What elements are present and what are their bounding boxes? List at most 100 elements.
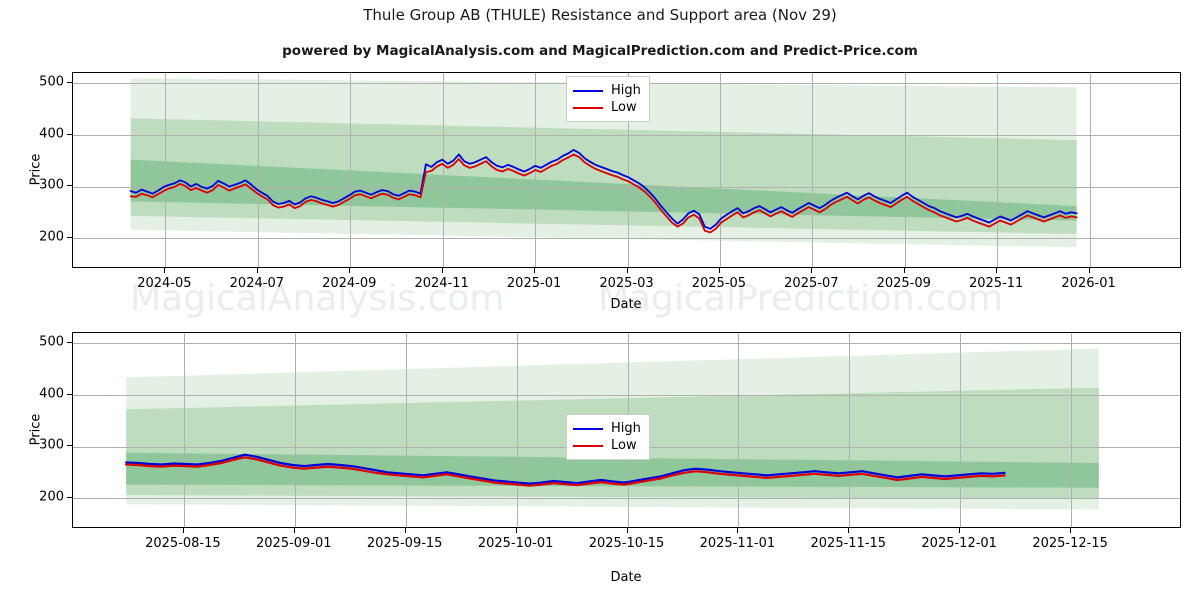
top-band-inner (130, 159, 1077, 221)
top-gridline-vertical (627, 73, 629, 267)
bottom-gridline-vertical (849, 333, 851, 527)
top-gridline-horizontal (73, 134, 1180, 136)
bottom-y-tick-label: 500 (39, 334, 64, 350)
top-gridline-horizontal (73, 238, 1180, 240)
top-gridline-horizontal (73, 186, 1180, 188)
top-y-tick-label: 200 (39, 229, 64, 245)
bottom-chart-legend[interactable]: High Low (566, 414, 650, 460)
top-gridline-vertical (904, 73, 906, 267)
bottom-chart-y-axis-label: Price (28, 413, 44, 446)
bottom-x-tick-label: 2025-09-01 (256, 536, 332, 551)
top-series-low (129, 153, 1078, 234)
top-chart-x-axis-label: Date (610, 297, 642, 312)
legend-item-high: High (573, 420, 641, 437)
top-x-tick-mark (903, 268, 905, 273)
top-x-tick-mark (256, 268, 258, 273)
top-x-tick-mark (996, 268, 998, 273)
legend-label-low: Low (611, 100, 637, 115)
bottom-y-tick-label: 200 (39, 489, 64, 505)
top-x-tick-label: 2025-01 (506, 276, 562, 291)
bottom-x-tick-mark (1070, 528, 1072, 533)
bottom-gridline-vertical (960, 333, 962, 527)
legend-item-high: High (573, 82, 641, 99)
top-chart-clip (73, 73, 1180, 267)
top-x-tick-mark (164, 268, 166, 273)
bottom-chart-series-layer (125, 453, 1006, 487)
bottom-y-tick-mark (67, 393, 72, 395)
top-y-tick-mark (67, 82, 72, 84)
top-y-tick-mark (67, 185, 72, 187)
top-y-tick-mark (67, 237, 72, 239)
top-gridline-vertical (1089, 73, 1091, 267)
top-x-tick-mark (626, 268, 628, 273)
page-title: Thule Group AB (THULE) Resistance and Su… (363, 6, 837, 24)
bottom-y-tick-mark (67, 445, 72, 447)
bottom-series-high (125, 453, 1006, 485)
bottom-gridline-vertical (738, 333, 740, 527)
legend-label-low: Low (611, 438, 637, 453)
top-y-tick-label: 300 (39, 177, 64, 193)
bottom-x-tick-mark (626, 528, 628, 533)
bottom-x-tick-mark (404, 528, 406, 533)
top-gridline-vertical (719, 73, 721, 267)
bottom-x-tick-mark (182, 528, 184, 533)
top-y-tick-label: 500 (39, 74, 64, 90)
top-x-tick-label: 2024-07 (229, 276, 284, 291)
bottom-x-tick-label: 2025-10-15 (588, 536, 665, 551)
bottom-gridline-vertical (183, 333, 185, 527)
top-x-tick-label: 2024-11 (414, 276, 469, 291)
top-chart-plot-area (72, 72, 1181, 268)
bottom-gridline-vertical (405, 333, 407, 527)
top-chart-y-axis-label: Price (28, 153, 44, 186)
top-x-tick-label: 2025-03 (599, 276, 654, 291)
top-chart-band-layer (130, 78, 1077, 248)
top-chart-series-layer (129, 149, 1078, 234)
top-x-tick-label: 2025-05 (691, 276, 747, 291)
bottom-chart-x-axis-label: Date (610, 570, 642, 585)
top-x-tick-label: 2025-09 (876, 276, 931, 291)
bottom-x-tick-label: 2025-08-15 (145, 536, 221, 551)
bottom-gridline-vertical (1071, 333, 1073, 527)
top-x-tick-label: 2025-11 (968, 276, 1024, 291)
bottom-x-tick-label: 2025-11-15 (810, 536, 887, 551)
bottom-x-tick-label: 2025-12-01 (921, 536, 997, 551)
legend-line-high (573, 89, 603, 92)
legend-item-low: Low (573, 437, 641, 454)
bottom-x-tick-label: 2025-12-15 (1032, 536, 1108, 551)
legend-line-high (573, 427, 603, 430)
bottom-y-tick-label: 400 (39, 386, 64, 402)
legend-line-low (573, 106, 603, 109)
top-gridline-vertical (997, 73, 999, 267)
top-x-tick-mark (718, 268, 720, 273)
legend-line-low (573, 444, 603, 447)
top-x-tick-label: 2024-09 (322, 276, 377, 291)
bottom-x-tick-label: 2025-11-01 (699, 536, 776, 551)
bottom-x-tick-mark (515, 528, 517, 533)
bottom-y-tick-mark (67, 342, 72, 344)
top-x-tick-label: 2026-01 (1061, 276, 1116, 291)
top-x-tick-mark (1088, 268, 1090, 273)
bottom-gridline-horizontal (73, 498, 1180, 500)
bottom-gridline-horizontal (73, 343, 1180, 345)
top-y-tick-mark (67, 133, 72, 135)
bottom-x-tick-mark (959, 528, 961, 533)
bottom-gridline-vertical (516, 333, 518, 527)
top-gridline-vertical (442, 73, 444, 267)
legend-label-high: High (611, 421, 641, 436)
top-chart-legend[interactable]: High Low (566, 76, 650, 122)
legend-item-low: Low (573, 99, 641, 116)
legend-label-high: High (611, 83, 641, 98)
top-gridline-vertical (350, 73, 352, 267)
bottom-x-tick-mark (848, 528, 850, 533)
bottom-x-tick-mark (737, 528, 739, 533)
top-y-tick-label: 400 (39, 126, 64, 142)
bottom-x-tick-mark (293, 528, 295, 533)
bottom-x-tick-label: 2025-10-01 (477, 536, 554, 551)
top-x-tick-label: 2025-07 (784, 276, 839, 291)
bottom-x-tick-label: 2025-09-15 (366, 536, 443, 551)
bottom-y-tick-mark (67, 497, 72, 499)
top-gridline-vertical (165, 73, 167, 267)
top-x-tick-mark (811, 268, 813, 273)
bottom-band-inner (126, 452, 1099, 488)
